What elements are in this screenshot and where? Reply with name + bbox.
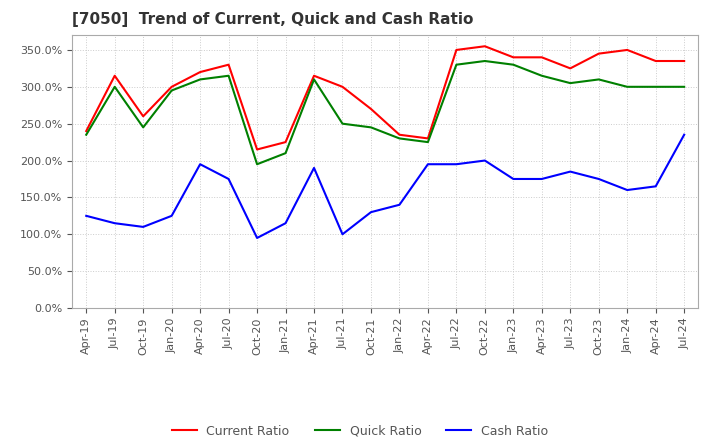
Cash Ratio [167,213,176,219]
Quick Ratio [509,62,518,67]
Cash Ratio [282,220,290,226]
Cash Ratio [110,220,119,226]
Cash Ratio [595,176,603,182]
Cash Ratio [480,158,489,163]
Current Ratio [566,66,575,71]
Legend: Current Ratio, Quick Ratio, Cash Ratio: Current Ratio, Quick Ratio, Cash Ratio [166,420,554,440]
Cash Ratio [537,176,546,182]
Quick Ratio [537,73,546,78]
Cash Ratio [225,176,233,182]
Current Ratio [282,139,290,145]
Cash Ratio [139,224,148,230]
Current Ratio [595,51,603,56]
Current Ratio [310,73,318,78]
Current Ratio [139,114,148,119]
Quick Ratio [623,84,631,89]
Current Ratio [366,106,375,112]
Cash Ratio [82,213,91,219]
Current Ratio [537,55,546,60]
Current Ratio [167,84,176,89]
Quick Ratio [139,125,148,130]
Current Ratio [509,55,518,60]
Quick Ratio [452,62,461,67]
Quick Ratio [652,84,660,89]
Cash Ratio [196,161,204,167]
Quick Ratio [82,132,91,137]
Cash Ratio [310,165,318,171]
Current Ratio [395,132,404,137]
Quick Ratio [253,161,261,167]
Quick Ratio [480,59,489,64]
Current Ratio [452,48,461,53]
Cash Ratio [395,202,404,207]
Text: [7050]  Trend of Current, Quick and Cash Ratio: [7050] Trend of Current, Quick and Cash … [72,12,473,27]
Quick Ratio [310,77,318,82]
Current Ratio [652,59,660,64]
Quick Ratio [366,125,375,130]
Cash Ratio [623,187,631,193]
Quick Ratio [595,77,603,82]
Line: Cash Ratio: Cash Ratio [86,135,684,238]
Current Ratio [225,62,233,67]
Current Ratio [196,70,204,75]
Current Ratio [253,147,261,152]
Quick Ratio [423,139,432,145]
Cash Ratio [566,169,575,174]
Cash Ratio [452,161,461,167]
Cash Ratio [509,176,518,182]
Cash Ratio [253,235,261,241]
Line: Current Ratio: Current Ratio [86,46,684,150]
Quick Ratio [110,84,119,89]
Quick Ratio [282,150,290,156]
Cash Ratio [680,132,688,137]
Quick Ratio [167,88,176,93]
Quick Ratio [566,81,575,86]
Cash Ratio [652,184,660,189]
Quick Ratio [338,121,347,126]
Line: Quick Ratio: Quick Ratio [86,61,684,164]
Current Ratio [623,48,631,53]
Quick Ratio [196,77,204,82]
Current Ratio [82,128,91,134]
Cash Ratio [366,209,375,215]
Current Ratio [110,73,119,78]
Current Ratio [423,136,432,141]
Cash Ratio [423,161,432,167]
Current Ratio [480,44,489,49]
Quick Ratio [225,73,233,78]
Quick Ratio [395,136,404,141]
Current Ratio [338,84,347,89]
Quick Ratio [680,84,688,89]
Current Ratio [680,59,688,64]
Cash Ratio [338,231,347,237]
